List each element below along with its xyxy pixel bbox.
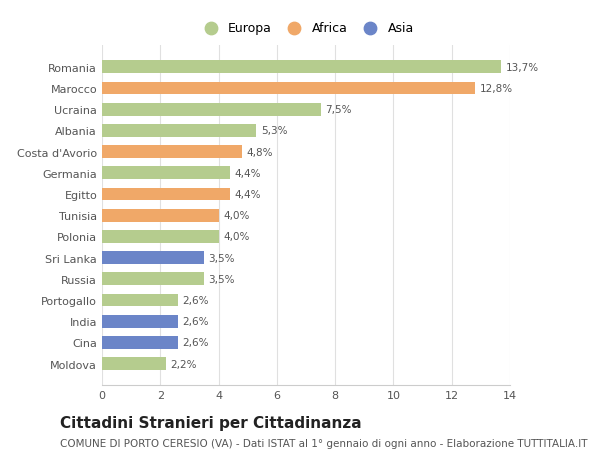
Bar <box>102 146 242 159</box>
Bar <box>102 294 178 307</box>
Bar <box>102 273 204 285</box>
Text: 13,7%: 13,7% <box>506 63 539 73</box>
Bar <box>102 104 320 116</box>
Text: 12,8%: 12,8% <box>479 84 512 94</box>
Bar <box>102 209 218 222</box>
Bar <box>102 336 178 349</box>
Text: 4,4%: 4,4% <box>235 168 261 179</box>
Bar <box>102 188 230 201</box>
Text: 2,6%: 2,6% <box>182 317 209 326</box>
Bar <box>102 167 230 180</box>
Bar <box>102 125 256 138</box>
Text: 2,6%: 2,6% <box>182 295 209 305</box>
Text: 3,5%: 3,5% <box>208 253 235 263</box>
Bar <box>102 62 501 74</box>
Bar <box>102 358 166 370</box>
Bar <box>102 230 218 243</box>
Text: 4,0%: 4,0% <box>223 232 250 242</box>
Text: COMUNE DI PORTO CERESIO (VA) - Dati ISTAT al 1° gennaio di ogni anno - Elaborazi: COMUNE DI PORTO CERESIO (VA) - Dati ISTA… <box>60 438 587 448</box>
Text: 7,5%: 7,5% <box>325 105 352 115</box>
Text: 3,5%: 3,5% <box>208 274 235 284</box>
Text: 4,4%: 4,4% <box>235 190 261 200</box>
Bar <box>102 252 204 264</box>
Bar <box>102 315 178 328</box>
Text: 4,0%: 4,0% <box>223 211 250 221</box>
Text: 4,8%: 4,8% <box>246 147 273 157</box>
Text: 2,6%: 2,6% <box>182 338 209 347</box>
Text: Cittadini Stranieri per Cittadinanza: Cittadini Stranieri per Cittadinanza <box>60 415 362 431</box>
Text: 2,2%: 2,2% <box>170 359 197 369</box>
Legend: Europa, Africa, Asia: Europa, Africa, Asia <box>194 18 418 39</box>
Bar <box>102 83 475 95</box>
Text: 5,3%: 5,3% <box>261 126 287 136</box>
